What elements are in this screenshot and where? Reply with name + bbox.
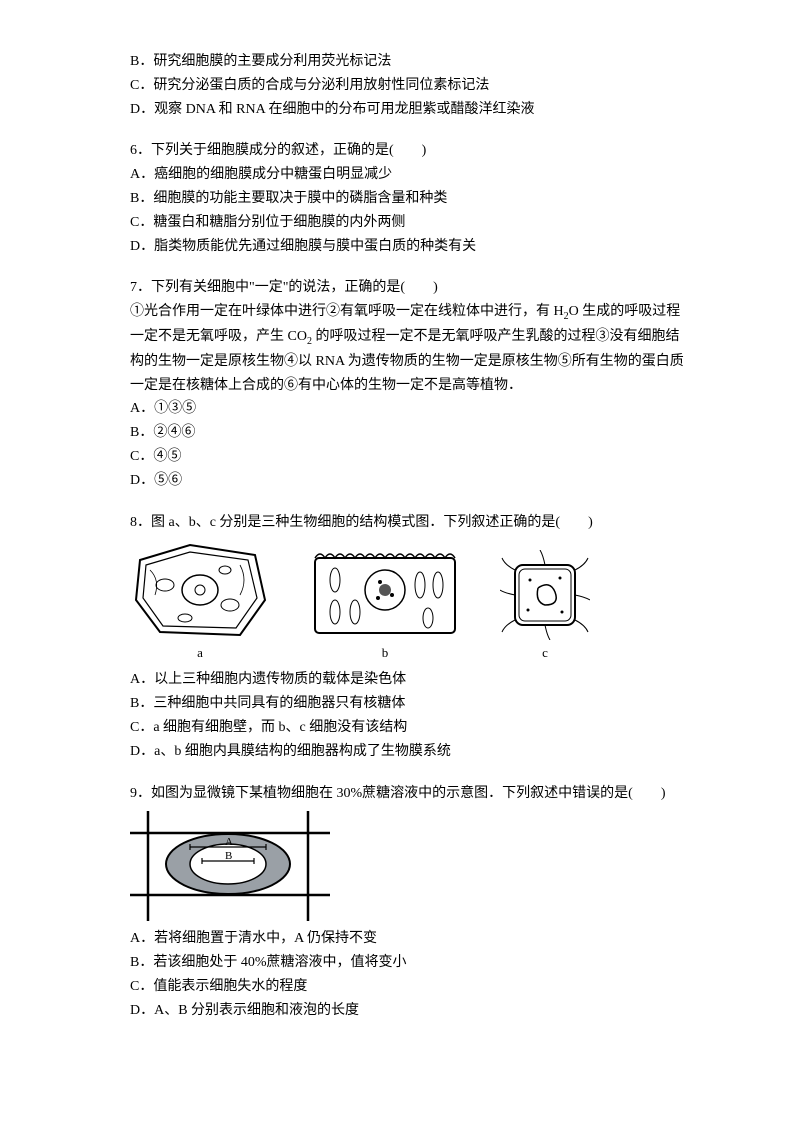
q8-option-A: A．以上三种细胞内遗传物质的载体是染色体 xyxy=(130,668,690,692)
plasmolysis-diagram: A B xyxy=(130,811,330,921)
q5-option-B: B．研究细胞膜的主要成分利用荧光标记法 xyxy=(130,50,690,74)
q9-option-D: D．A、B 分别表示细胞和液泡的长度 xyxy=(130,999,690,1023)
q6-stem: 6．下列关于细胞膜成分的叙述，正确的是( ) xyxy=(130,139,690,163)
q9-option-B: B．若该细胞处于 40%蔗糖溶液中，值将变小 xyxy=(130,951,690,975)
q5-option-D: D．观察 DNA 和 RNA 在细胞中的分布可用龙胆紫或醋酸洋红染液 xyxy=(130,98,690,122)
question-6: 6．下列关于细胞膜成分的叙述，正确的是( ) A．癌细胞的细胞膜成分中糖蛋白明显… xyxy=(130,139,690,258)
diagram-label-B: B xyxy=(225,850,232,862)
question-9: 9．如图为显微镜下某植物细胞在 30%蔗糖溶液中的示意图．下列叙述中错误的是( … xyxy=(130,782,690,1023)
q8-option-B: B．三种细胞中共同具有的细胞器只有核糖体 xyxy=(130,692,690,716)
diagram-label-A: A xyxy=(225,836,233,848)
cell-b-label: b xyxy=(382,642,389,664)
q6-option-B: B．细胞膜的功能主要取决于膜中的磷脂含量和种类 xyxy=(130,187,690,211)
q6-option-A: A．癌细胞的细胞膜成分中糖蛋白明显减少 xyxy=(130,163,690,187)
q7-option-C: C．④⑤ xyxy=(130,445,690,469)
q9-option-A: A．若将细胞置于清水中，A 仍保持不变 xyxy=(130,927,690,951)
cell-a-label: a xyxy=(197,642,203,664)
q9-option-C: C．值能表示细胞失水的程度 xyxy=(130,975,690,999)
cell-c-diagram xyxy=(500,550,590,640)
q9-stem: 9．如图为显微镜下某植物细胞在 30%蔗糖溶液中的示意图．下列叙述中错误的是( … xyxy=(130,782,690,806)
q7-stem: 7．下列有关细胞中"一定"的说法，正确的是( ) xyxy=(130,276,690,300)
q6-option-C: C．糖蛋白和糖脂分别位于细胞膜的内外两侧 xyxy=(130,211,690,235)
cell-b-wrap: b xyxy=(310,540,460,664)
q7-option-D: D．⑤⑥ xyxy=(130,469,690,493)
q6-option-D: D．脂类物质能优先通过细胞膜与膜中蛋白质的种类有关 xyxy=(130,235,690,259)
exam-page: B．研究细胞膜的主要成分利用荧光标记法 C．研究分泌蛋白质的合成与分泌利用放射性… xyxy=(0,0,800,1081)
q5-option-C: C．研究分泌蛋白质的合成与分泌利用放射性同位素标记法 xyxy=(130,74,690,98)
q8-figure-row: a b xyxy=(130,540,690,664)
q7-body-p1: ①光合作用一定在叶绿体中进行②有氧呼吸一定在线粒体中进行，有 H xyxy=(130,304,564,319)
question-8: 8．图 a、b、c 分别是三种生物细胞的结构模式图．下列叙述正确的是( ) a xyxy=(130,511,690,764)
q8-option-D: D．a、b 细胞内具膜结构的细胞器构成了生物膜系统 xyxy=(130,740,690,764)
cell-a-diagram xyxy=(130,540,270,640)
question-5-partial: B．研究细胞膜的主要成分利用荧光标记法 C．研究分泌蛋白质的合成与分泌利用放射性… xyxy=(130,50,690,121)
question-7: 7．下列有关细胞中"一定"的说法，正确的是( ) ①光合作用一定在叶绿体中进行②… xyxy=(130,276,690,492)
cell-a-wrap: a xyxy=(130,540,270,664)
cell-c-label: c xyxy=(542,642,548,664)
q8-option-C: C．a 细胞有细胞壁，而 b、c 细胞没有该结构 xyxy=(130,716,690,740)
q7-body: ①光合作用一定在叶绿体中进行②有氧呼吸一定在线粒体中进行，有 H2O 生成的呼吸… xyxy=(130,300,690,397)
cell-b-diagram xyxy=(310,540,460,640)
q7-option-A: A．①③⑤ xyxy=(130,397,690,421)
q7-option-B: B．②④⑥ xyxy=(130,421,690,445)
q8-stem: 8．图 a、b、c 分别是三种生物细胞的结构模式图．下列叙述正确的是( ) xyxy=(130,511,690,535)
cell-c-wrap: c xyxy=(500,550,590,664)
